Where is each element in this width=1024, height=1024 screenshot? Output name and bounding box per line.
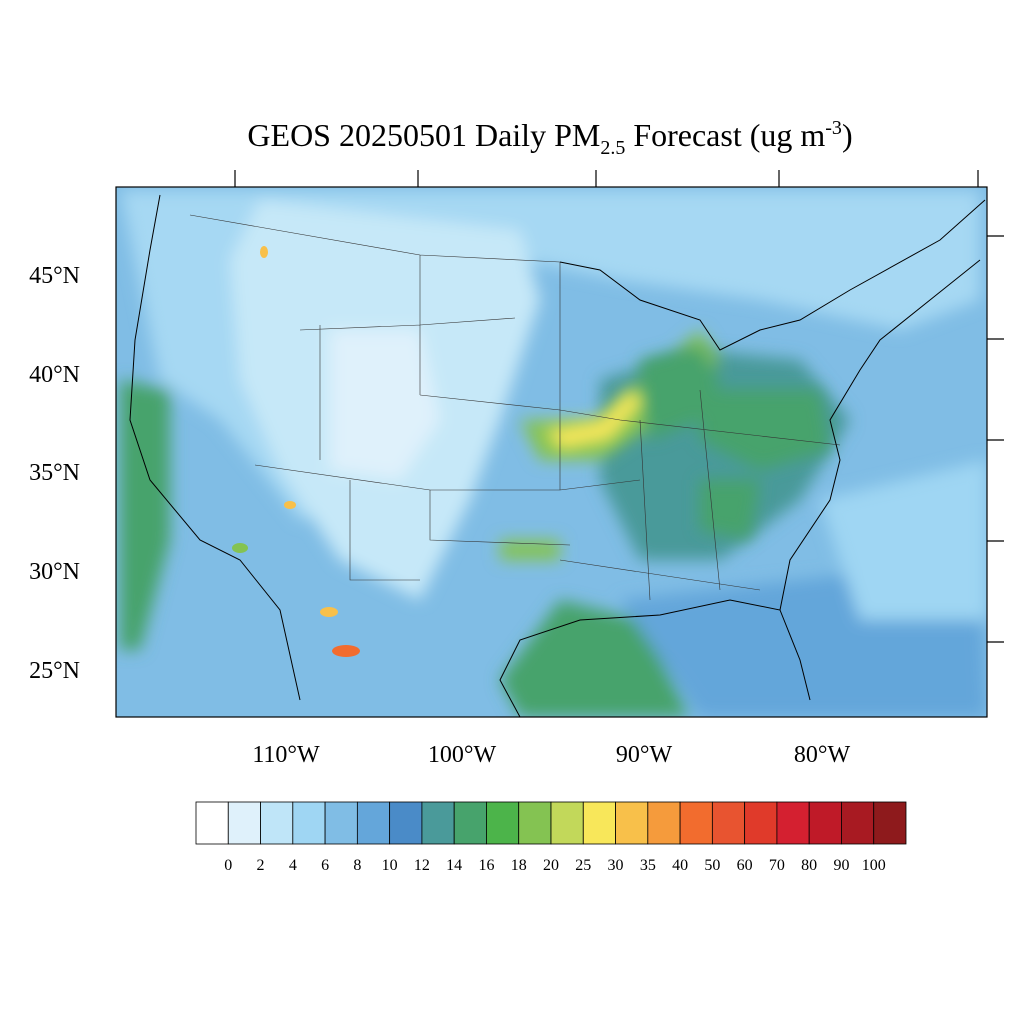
colorbar-label: 16	[478, 857, 494, 874]
title-middle: Forecast (ug m	[625, 117, 825, 153]
colorbar-box	[260, 801, 294, 845]
longitude-label: 90°W	[616, 742, 673, 768]
colorbar-box	[776, 801, 810, 845]
latitude-label: 40°N	[29, 362, 80, 388]
frame-ticks	[234, 170, 1004, 643]
latitude-label: 30°N	[29, 559, 80, 585]
colorbar-box	[582, 801, 616, 845]
colorbar-label: 0	[224, 857, 232, 874]
colorbar-label: 35	[640, 857, 656, 874]
title-superscript: -3	[825, 117, 842, 139]
colorbar-label: 2	[257, 857, 265, 874]
colorbar-label: 70	[769, 857, 785, 874]
colorbar-box	[356, 801, 391, 845]
colorbar-box	[421, 801, 455, 845]
colorbar-box	[615, 801, 649, 845]
colorbar-box	[195, 801, 229, 845]
colorbar-box	[744, 801, 778, 845]
colorbar-label: 20	[543, 857, 559, 874]
colorbar-label: 30	[608, 857, 624, 874]
colorbar-box	[292, 801, 326, 845]
colorbar-label: 6	[321, 857, 329, 874]
colorbar-label: 100	[862, 857, 886, 874]
colorbar-label: 80	[801, 857, 817, 874]
map-frame	[115, 186, 988, 718]
longitude-labels: 110°W 100°W 90°W 80°W	[252, 742, 850, 768]
colorbar-box	[711, 801, 746, 845]
colorbar: 0 2 4 6 8 10 12 14 16 18 20 25 30 35 40 50 60 70 80 90 100	[195, 801, 907, 874]
colorbar-box	[453, 801, 487, 845]
latitude-label: 35°N	[29, 460, 80, 486]
colorbar-box	[389, 801, 423, 845]
colorbar-box	[808, 801, 842, 845]
colorbar-label: 50	[704, 857, 720, 874]
colorbar-box	[518, 801, 552, 845]
colorbar-label: 18	[511, 857, 527, 874]
pm25-field	[116, 187, 987, 717]
colorbar-label: 8	[353, 857, 361, 874]
map-title: GEOS 20250501 Daily PM2.5 Forecast (ug m…	[247, 117, 852, 159]
colorbar-label: 10	[382, 857, 398, 874]
colorbar-box	[550, 801, 584, 845]
colorbar-box	[324, 801, 358, 845]
latitude-label: 25°N	[29, 658, 80, 684]
colorbar-box	[841, 801, 875, 845]
longitude-label: 100°W	[428, 742, 497, 768]
latitude-labels: 45°N 40°N 35°N 30°N 25°N	[29, 263, 80, 684]
colorbar-box	[679, 801, 713, 845]
colorbar-label: 4	[289, 857, 297, 874]
title-main: GEOS 20250501 Daily PM	[247, 117, 600, 153]
colorbar-box	[227, 801, 261, 845]
longitude-label: 80°W	[794, 742, 851, 768]
latitude-label: 45°N	[29, 263, 80, 289]
colorbar-label: 90	[833, 857, 849, 874]
colorbar-box	[486, 801, 520, 845]
colorbar-label: 25	[575, 857, 591, 874]
colorbar-label: 14	[446, 857, 462, 874]
colorbar-label: 40	[672, 857, 688, 874]
colorbar-label: 60	[737, 857, 753, 874]
title-subscript: 2.5	[600, 137, 625, 159]
title-end: )	[842, 117, 853, 153]
boundaries	[129, 194, 986, 717]
colorbar-box	[647, 801, 681, 845]
colorbar-box	[873, 801, 907, 845]
longitude-label: 110°W	[252, 742, 320, 768]
colorbar-label: 12	[414, 857, 430, 874]
